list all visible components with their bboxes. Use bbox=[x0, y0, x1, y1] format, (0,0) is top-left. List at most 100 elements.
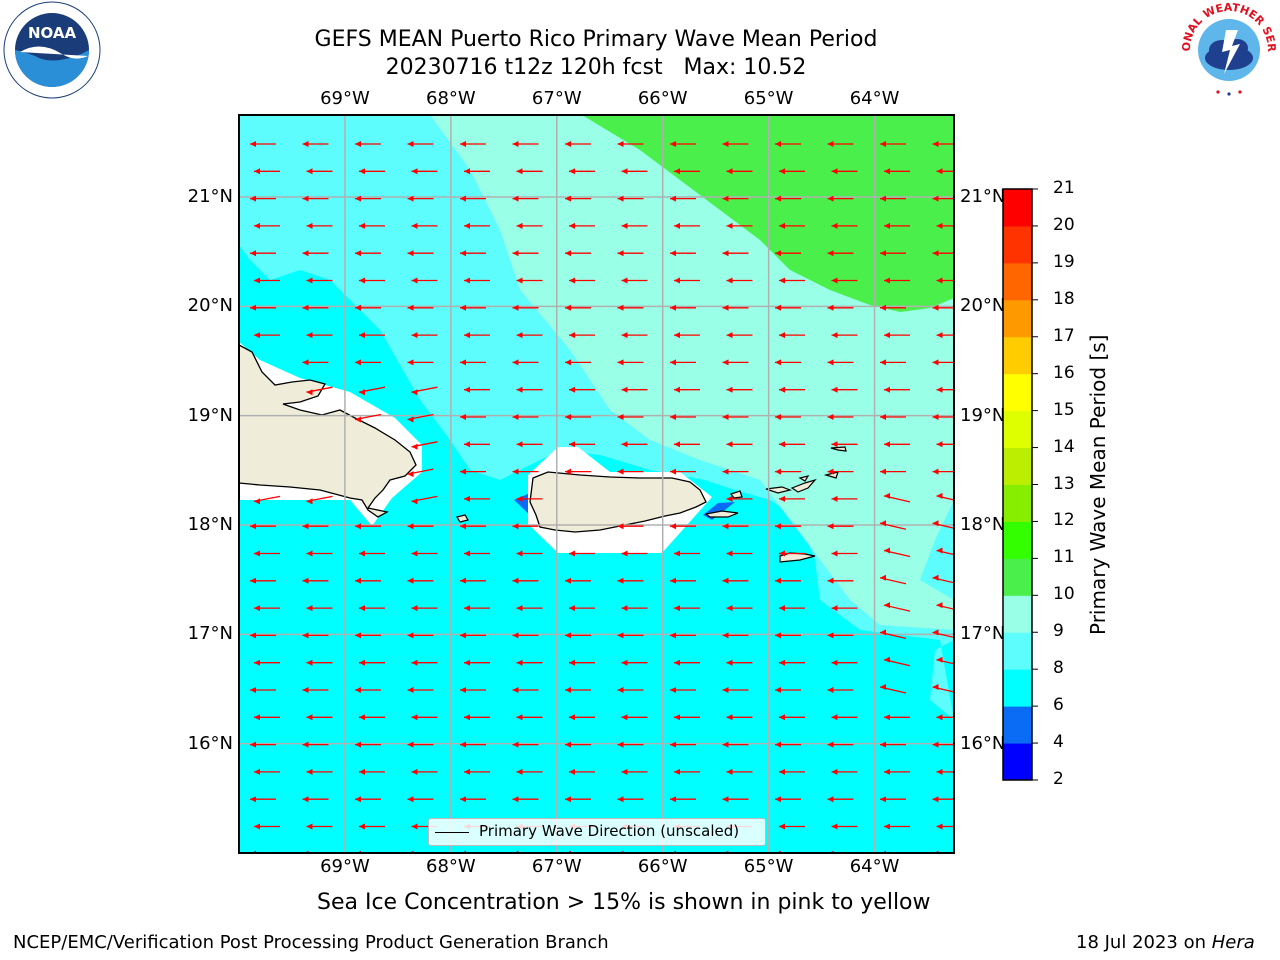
wave-arrow bbox=[407, 195, 434, 202]
map-title-line1: GEFS MEAN Puerto Rico Primary Wave Mean … bbox=[314, 27, 878, 52]
wave-arrow bbox=[775, 687, 801, 693]
wave-arrow bbox=[306, 605, 333, 612]
wave-arrow bbox=[884, 714, 910, 721]
wave-arrow bbox=[512, 141, 539, 147]
lon-tick-label: 66°W bbox=[637, 88, 688, 109]
wave-arrow bbox=[621, 168, 648, 175]
wave-arrow bbox=[565, 359, 591, 366]
wave-arrow bbox=[464, 222, 490, 229]
wave-arrow bbox=[722, 577, 749, 584]
noaa-logo-text: NOAA bbox=[28, 24, 77, 42]
legend-label: Primary Wave Direction (unscaled) bbox=[479, 822, 740, 840]
wave-arrow bbox=[516, 714, 543, 721]
wave-arrow bbox=[569, 550, 595, 557]
wave-arrow bbox=[359, 659, 385, 666]
wave-arrow bbox=[355, 687, 381, 693]
wave-arrow bbox=[831, 441, 858, 448]
wave-arrow bbox=[254, 659, 280, 666]
wave-arrow bbox=[302, 250, 329, 257]
wave-arrow bbox=[464, 168, 490, 175]
wave-arrow bbox=[932, 250, 954, 257]
wave-arrow bbox=[884, 168, 910, 175]
wave-arrow bbox=[880, 414, 906, 420]
wave-arrow bbox=[250, 741, 276, 748]
wave-arrow bbox=[254, 277, 280, 284]
wave-arrow bbox=[726, 441, 753, 448]
wave-arrow bbox=[302, 523, 329, 530]
wave-arrow bbox=[306, 659, 333, 666]
noaa-logo: NOAA bbox=[3, 1, 101, 99]
wave-arrow bbox=[355, 796, 381, 803]
land-hispaniola bbox=[239, 344, 417, 518]
wave-arrow bbox=[884, 386, 910, 393]
wave-arrow bbox=[779, 168, 805, 175]
wave-arrow bbox=[726, 659, 753, 666]
wave-arrow bbox=[670, 468, 696, 475]
lon-tick-label: 69°W bbox=[320, 856, 370, 877]
wave-arrow bbox=[670, 414, 696, 420]
wave-arrow bbox=[512, 414, 539, 420]
wave-arrow bbox=[355, 359, 381, 366]
wave-arrow bbox=[250, 304, 276, 311]
wave-arrow bbox=[621, 659, 648, 666]
lon-tick-label: 67°W bbox=[531, 88, 582, 109]
wave-arrow bbox=[617, 632, 644, 639]
wave-arrow bbox=[779, 277, 805, 284]
wave-arrow bbox=[569, 168, 595, 175]
lon-tick-label: 65°W bbox=[743, 856, 794, 877]
wave-arrow bbox=[464, 605, 490, 612]
wave-arrow bbox=[936, 386, 954, 393]
wave-arrow bbox=[880, 359, 906, 366]
wave-arrow bbox=[670, 195, 696, 202]
colorbar-tick-label: 21 bbox=[1053, 178, 1075, 198]
wave-arrow bbox=[831, 605, 858, 612]
wave-arrow bbox=[407, 359, 434, 366]
wave-arrow bbox=[722, 687, 749, 693]
wave-arrow bbox=[775, 195, 801, 202]
wave-arrow bbox=[302, 304, 329, 311]
wave-arrow bbox=[779, 550, 805, 557]
colorbar-segment bbox=[1003, 743, 1032, 781]
colorbar-segment bbox=[1003, 373, 1032, 412]
wave-arrow bbox=[512, 195, 539, 202]
wave-arrow bbox=[932, 574, 954, 584]
wave-arrow bbox=[932, 520, 954, 529]
wave-arrow bbox=[621, 714, 648, 721]
wave-arrow bbox=[726, 768, 753, 775]
wave-arrow bbox=[460, 523, 486, 530]
wave-arrow bbox=[359, 332, 385, 339]
wave-arrow bbox=[464, 441, 490, 448]
wave-arrow bbox=[460, 468, 486, 475]
wave-arrow bbox=[565, 250, 591, 257]
wave-arrow bbox=[302, 796, 329, 803]
lon-tick-label: 69°W bbox=[320, 88, 370, 109]
wave-arrow bbox=[354, 413, 382, 423]
colorbar-tick-label: 2 bbox=[1053, 769, 1064, 789]
wave-arrow bbox=[516, 605, 543, 612]
wave-arrow bbox=[827, 632, 854, 639]
wave-arrow bbox=[250, 250, 276, 257]
wave-arrow bbox=[779, 714, 805, 721]
wave-arrow bbox=[670, 141, 696, 147]
wave-arrow bbox=[932, 359, 954, 366]
wave-arrow bbox=[617, 359, 644, 366]
lon-tick-label: 64°W bbox=[849, 856, 900, 877]
wave-arrow bbox=[407, 468, 434, 478]
wave-arrow bbox=[407, 141, 434, 147]
lon-tick-label: 68°W bbox=[425, 88, 476, 109]
wave-arrow bbox=[670, 577, 696, 584]
wave-arrow bbox=[569, 277, 595, 284]
land-mona-island bbox=[456, 514, 469, 523]
wave-arrow bbox=[621, 332, 648, 339]
wave-arrow bbox=[884, 823, 910, 830]
wave-arrow bbox=[565, 195, 591, 202]
wave-arrow bbox=[516, 386, 543, 393]
wave-arrow bbox=[460, 359, 486, 366]
wave-arrow bbox=[722, 632, 749, 639]
wave-arrow bbox=[617, 304, 644, 311]
wave-arrow bbox=[407, 632, 434, 639]
wave-arrow bbox=[674, 441, 700, 448]
colorbar bbox=[1002, 188, 1038, 781]
colorbar-tick-label: 4 bbox=[1053, 732, 1064, 753]
land-vieques bbox=[704, 510, 739, 518]
